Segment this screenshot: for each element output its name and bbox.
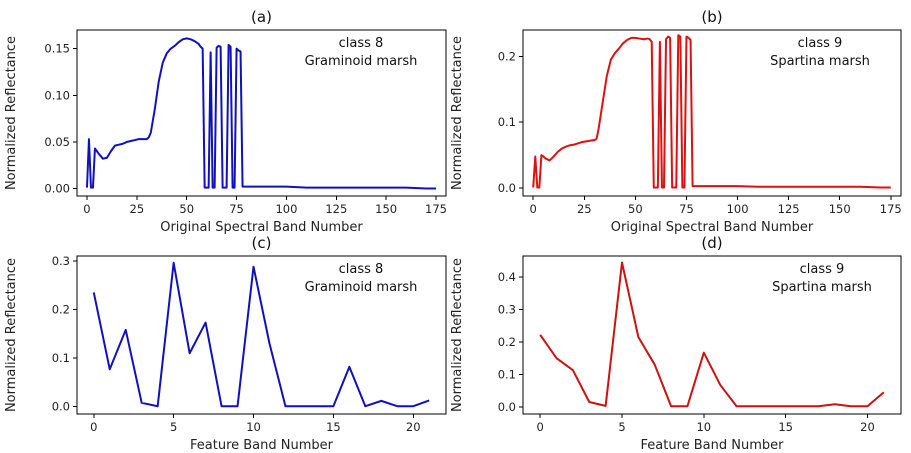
x-tick-label: 15 [326,420,341,434]
y-tick-label: 0.15 [44,42,70,56]
x-tick-label: 5 [170,420,177,434]
x-tick-label: 20 [406,420,421,434]
panel-title: (d) [701,234,722,252]
x-axis-label: Feature Band Number [641,438,785,453]
class-name-label: Graminoid marsh [305,54,418,69]
series-line [539,261,885,408]
panel-title: (a) [251,8,272,26]
x-axis-label: Feature Band Number [190,438,334,453]
x-tick-label: 75 [679,202,694,216]
x-tick-label: 5 [618,420,625,434]
x-tick-label: 100 [275,202,297,216]
y-tick-label: 0.1 [52,351,70,365]
x-axis-label: Original Spectral Band Number [611,220,814,235]
y-tick-label: 0.1 [498,367,516,381]
class-name-label: Spartina marsh [770,54,870,69]
y-tick-label: 0.05 [44,135,70,149]
y-tick-label: 0.1 [498,115,516,129]
x-tick-label: 50 [628,202,643,216]
x-tick-label: 75 [229,202,244,216]
x-tick-label: 175 [425,202,447,216]
plot-frame [76,29,447,197]
y-tick-label: 0.2 [498,335,516,349]
y-tick-label: 0.10 [44,88,70,102]
y-tick-label: 0.0 [498,400,516,414]
class-label: class 8 [339,36,384,51]
subplot-4: (d) 0 5 10 15 20 0.0 0.1 0.2 0.3 0.4 Feature Band N… [450,234,902,453]
class-label: class 8 [339,262,384,277]
panel-title: (b) [701,8,722,26]
class-label: class 9 [800,262,845,277]
subplot-3: (c) 0 5 10 15 20 0.0 0.1 0.2 0.3 Feature Band Numb… [4,234,447,453]
series-line [532,34,891,189]
y-tick-label: 0.4 [498,270,516,284]
subplot-2: (b) 0 25 50 75 100 125 150 175 0.0 0.1 0.2 Original … [450,8,902,235]
class-label: class 9 [798,36,843,51]
x-axis-label: Original Spectral Band Number [160,220,363,235]
y-axis-label: Normalized Reflectance [450,258,465,412]
x-tick-label: 10 [696,420,711,434]
x-tick-label: 20 [860,420,875,434]
plot-frame [522,255,902,415]
x-tick-label: 125 [325,202,347,216]
x-tick-label: 0 [83,202,90,216]
x-tick-label: 25 [577,202,592,216]
class-name-label: Graminoid marsh [305,280,418,295]
plot-frame [522,29,902,197]
x-tick-label: 150 [829,202,851,216]
x-tick-label: 175 [880,202,902,216]
x-tick-label: 15 [778,420,793,434]
subplot-1: (a) 0 25 50 75 100 125 150 175 0.00 0.05 0.10 0.15 Or… [4,8,447,235]
y-tick-label: 0.2 [52,302,70,316]
y-tick-label: 0.3 [52,254,70,268]
y-axis-label: Normalized Reflectance [4,36,19,190]
panel-title: (c) [252,234,272,252]
y-axis-label: Normalized Reflectance [450,36,465,190]
series-line [85,37,437,190]
series-line [92,261,430,408]
x-tick-label: 0 [537,420,544,434]
y-axis-label: Normalized Reflectance [4,258,19,412]
plot-frame [76,255,447,415]
x-tick-label: 25 [130,202,145,216]
y-tick-label: 0.0 [498,181,516,195]
class-name-label: Spartina marsh [772,280,872,295]
x-tick-label: 100 [727,202,749,216]
x-tick-label: 50 [179,202,194,216]
x-tick-label: 125 [778,202,800,216]
x-tick-label: 10 [246,420,261,434]
y-tick-label: 0.3 [498,303,516,317]
x-tick-label: 0 [90,420,97,434]
x-tick-label: 0 [530,202,537,216]
y-tick-label: 0.2 [498,49,516,63]
y-tick-label: 0.00 [44,182,70,196]
y-tick-label: 0.0 [52,400,70,414]
x-tick-label: 150 [375,202,397,216]
